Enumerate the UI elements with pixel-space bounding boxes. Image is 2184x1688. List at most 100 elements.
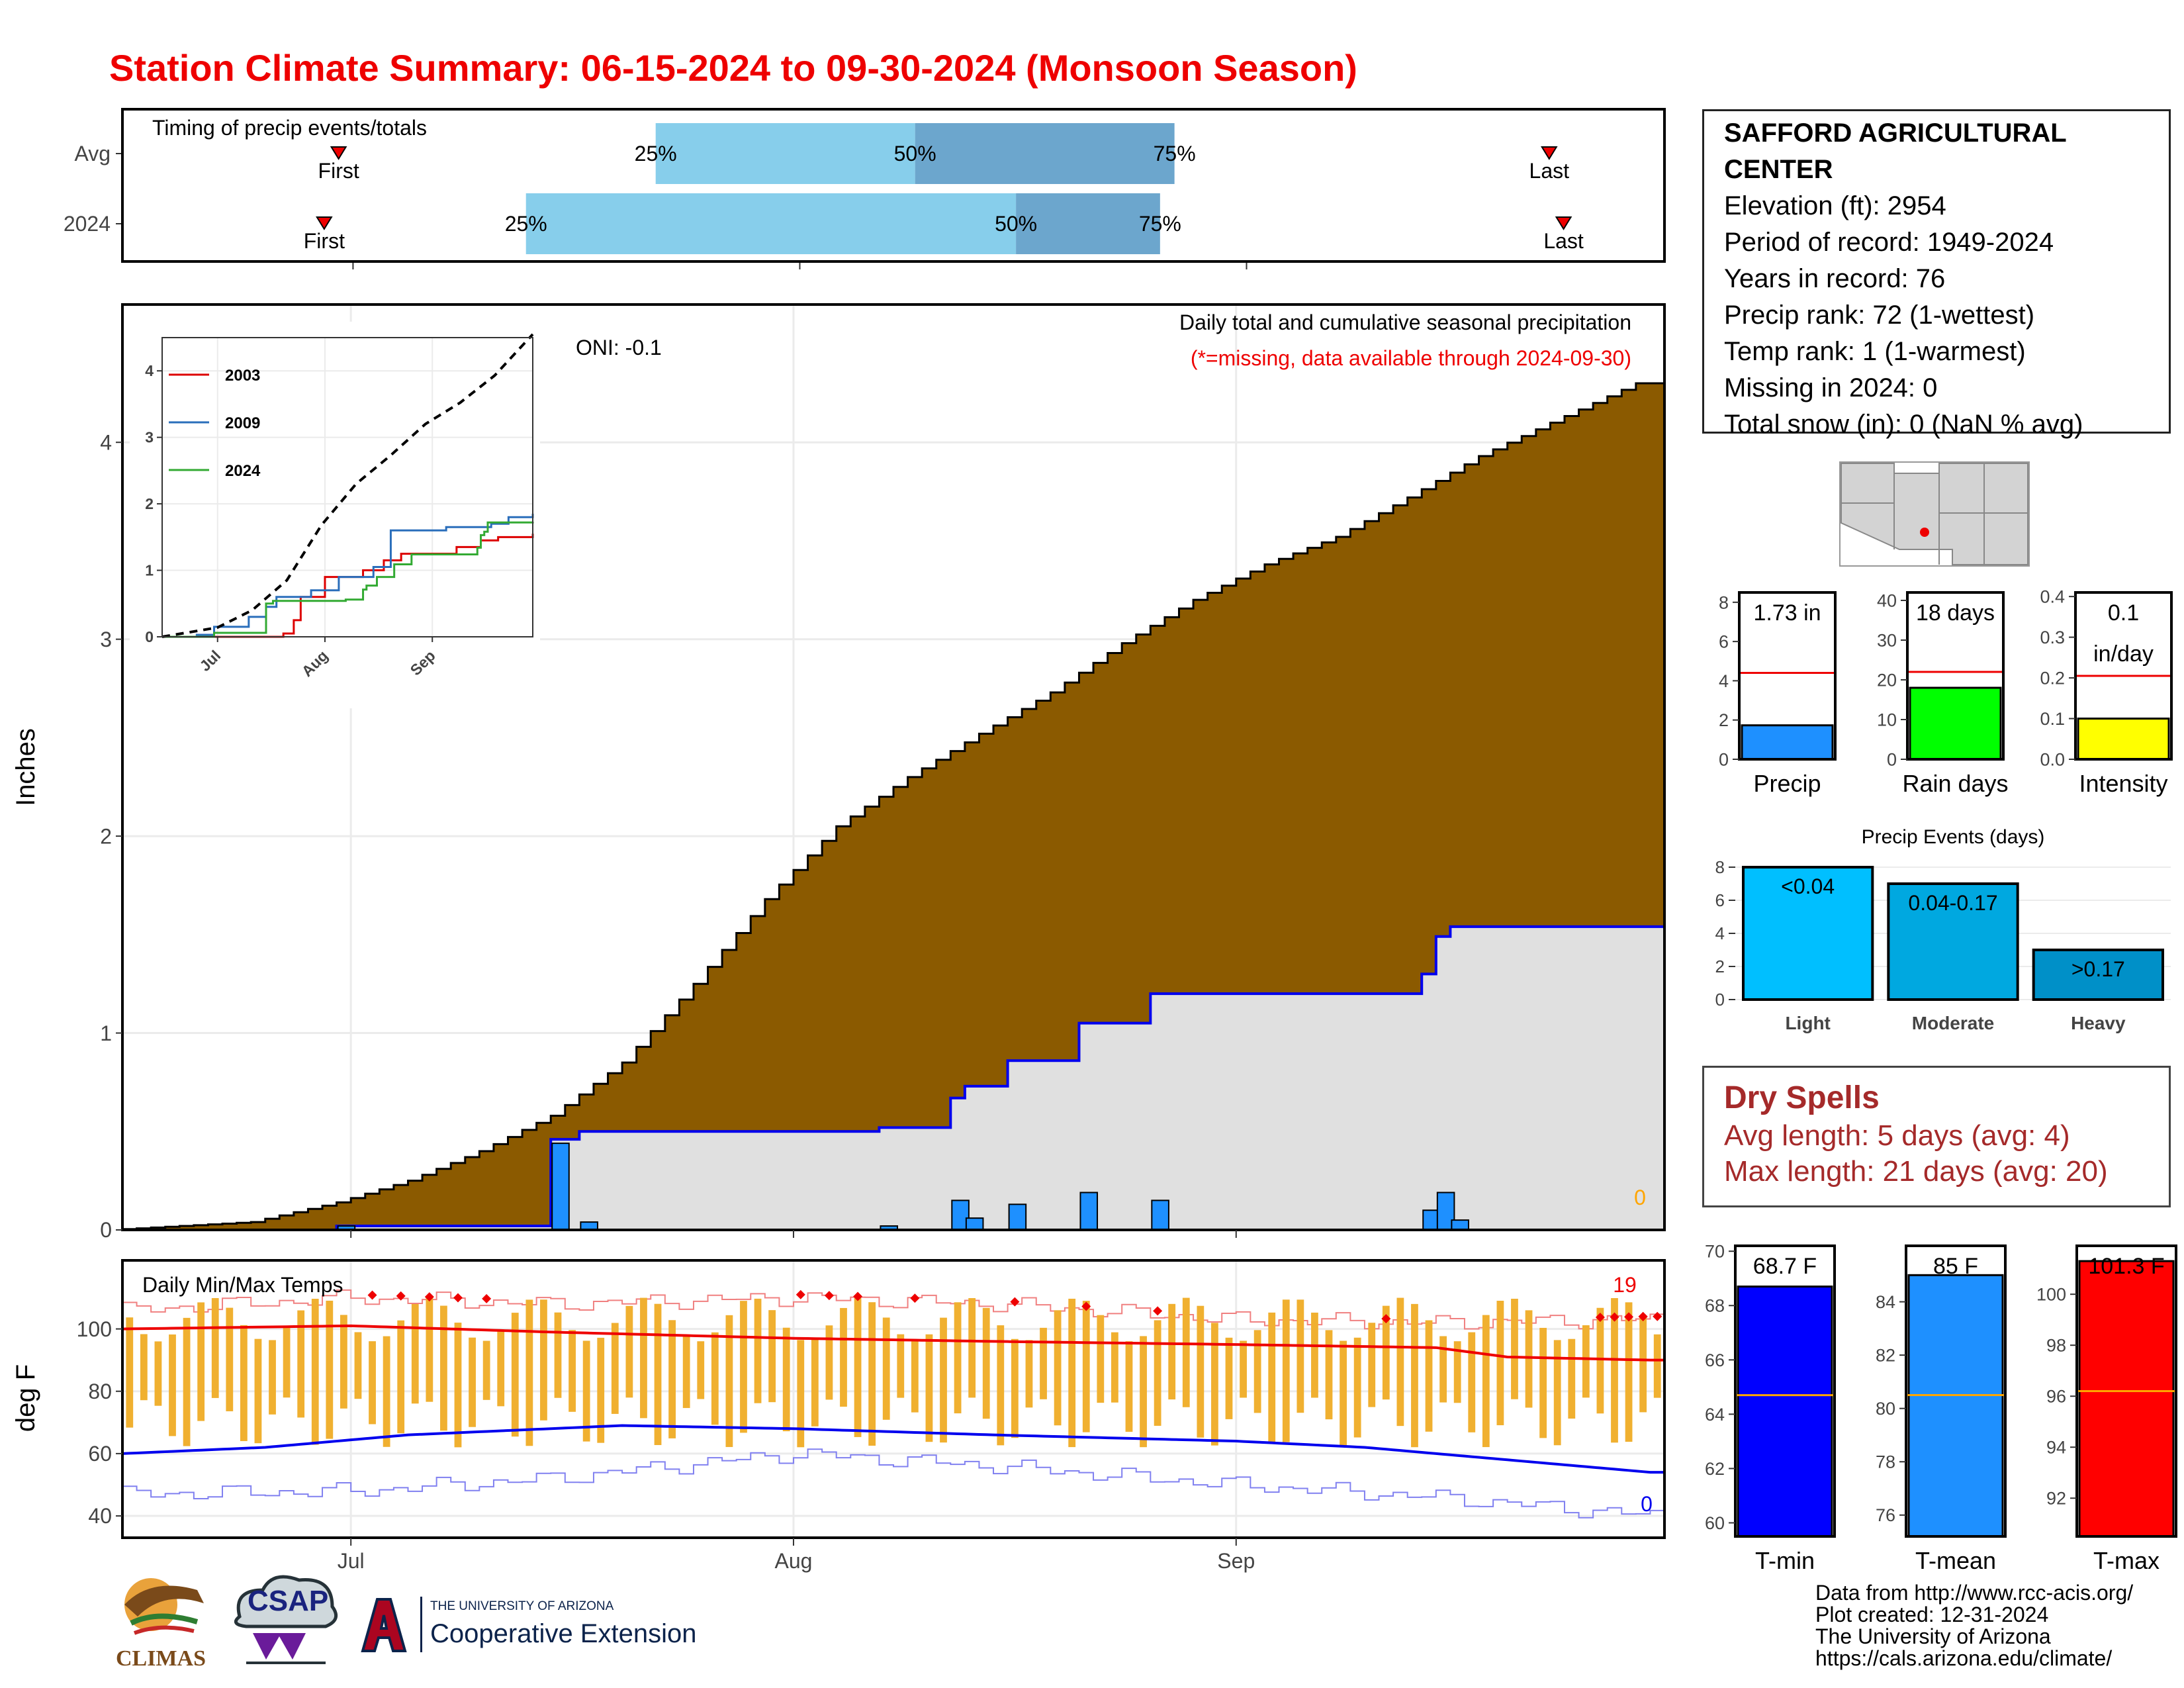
tmean_gauge-ytick-label: 80	[1876, 1399, 1895, 1419]
precip_gauge-ytick-label: 8	[1719, 592, 1729, 612]
location-map	[1839, 461, 2030, 567]
precip-ylabel: Inches	[11, 728, 40, 806]
tmean_gauge-ytick-label: 78	[1876, 1452, 1895, 1472]
temps-daily-bar	[297, 1310, 305, 1418]
temps-daily-bar	[1482, 1315, 1490, 1448]
temps-daily-bar	[782, 1327, 790, 1432]
tmax_gauge-border	[2075, 1244, 2177, 1538]
temps-daily-bar	[469, 1337, 476, 1427]
temps-daily-bar	[882, 1317, 890, 1420]
station-precip-rank: Precip rank: 72 (1-wettest)	[1724, 301, 2035, 330]
dry-spells-max: Max length: 21 days (avg: 20)	[1724, 1155, 2108, 1188]
intensity_gauge-border	[2074, 591, 2173, 761]
inset-legend-label: 2009	[225, 414, 260, 432]
timing-last-label: Last	[1543, 229, 1584, 253]
credit-university: The University of Arizona	[1815, 1624, 2051, 1648]
tmean_gauge-value-bar	[1907, 1274, 2004, 1538]
timing-first-marker	[330, 146, 347, 160]
temps-daily-bar	[226, 1307, 234, 1411]
precip-subtitle: (*=missing, data available through 2024-…	[1191, 346, 1631, 370]
temps-daily-bar	[397, 1320, 405, 1434]
timing-last-label: Last	[1529, 159, 1570, 183]
temps-daily-bar	[811, 1338, 819, 1427]
temps-daily-bar	[283, 1328, 291, 1398]
map-station-marker	[1920, 528, 1929, 537]
temps-record-high-marker	[824, 1291, 834, 1301]
inset-series-avg	[161, 333, 534, 638]
temps-daily-bar	[1639, 1317, 1647, 1413]
events-xtick-label: Moderate	[1912, 1013, 1994, 1033]
temps-daily-bar	[1396, 1297, 1404, 1427]
timing-q50-label: 50%	[894, 142, 936, 165]
precip-ytick-label: 0	[100, 1218, 112, 1242]
temps-daily-bar	[1140, 1336, 1147, 1448]
inset-ytick-label: 4	[145, 362, 154, 379]
temps-daily-bar	[1182, 1297, 1190, 1407]
precip_gauge-ytick-label: 4	[1719, 671, 1729, 691]
temps-record-high-marker	[1638, 1311, 1648, 1321]
temps-daily-bar	[340, 1315, 347, 1409]
inset-series-2003	[162, 534, 534, 638]
temps-daily-bar	[840, 1307, 847, 1407]
temps-daily-bar	[482, 1340, 490, 1400]
temps-daily-bar	[554, 1312, 562, 1398]
temps-daily-bar	[1411, 1303, 1418, 1448]
temps-daily-bar	[740, 1301, 747, 1433]
temps-daily-bar	[1040, 1327, 1047, 1399]
precip_gauge-chart: 0 2 4 6 8 1.73 in Precip	[1719, 591, 1837, 797]
precip-daily-bar	[551, 1143, 570, 1231]
temps-daily-bar	[1240, 1340, 1247, 1398]
temps-daily-bar	[1197, 1305, 1205, 1438]
intensity_gauge-ytick-label: 0.2	[2040, 669, 2065, 688]
climas-sun-icon	[124, 1578, 204, 1635]
events-bar-label: <0.04	[1781, 874, 1835, 898]
raindays_gauge-ytick-label: 10	[1877, 710, 1897, 729]
ua-cooperative-extension-logo: THE UNIVERSITY OF ARIZONA Cooperative Ex…	[357, 1595, 741, 1655]
temps-daily-bar	[369, 1341, 376, 1425]
raindays_gauge-ytick-label: 20	[1877, 670, 1897, 690]
inset-series-2024	[162, 521, 534, 638]
raindays_gauge-value-label: 18 days	[1916, 600, 1995, 626]
inset-ytick-label: 3	[145, 429, 154, 446]
raindays_gauge-ytick-label: 30	[1877, 630, 1897, 650]
temps-daily-bar	[954, 1302, 962, 1414]
precip-daily-bar	[1079, 1192, 1099, 1231]
tmean_gauge-ytick-label: 84	[1876, 1292, 1895, 1312]
temps-daily-bar	[411, 1303, 419, 1404]
temps-daily-bar	[997, 1325, 1005, 1446]
temps-daily-bar	[1054, 1310, 1062, 1426]
temps-daily-bar	[1282, 1299, 1290, 1442]
timing-q25-q50-bar	[525, 193, 1017, 254]
temps-daily-bar	[1268, 1312, 1276, 1442]
timing-q25-label: 25%	[505, 212, 547, 236]
station-elevation: Elevation (ft): 2954	[1724, 191, 1946, 220]
temps-daily-bar	[1253, 1330, 1261, 1413]
precip_gauge-ytick-label: 6	[1719, 632, 1729, 652]
temps-record-high-marker	[1610, 1312, 1619, 1322]
temps-daily-bar	[897, 1334, 905, 1398]
precip-cumulative-2024-area	[122, 926, 1664, 1230]
tmax_gauge-value-label: 101.3 F	[2088, 1254, 2164, 1279]
dry-spells-avg: Avg length: 5 days (avg: 4)	[1724, 1119, 2070, 1152]
precip-oni-label: ONI: -0.1	[576, 336, 662, 359]
temps-record-high-marker	[396, 1291, 406, 1301]
timing-q50-q75-bar	[915, 123, 1175, 184]
precip_gauge-value-bar	[1741, 724, 1834, 761]
inset-border	[161, 337, 533, 637]
temps-daily-bar	[711, 1332, 719, 1425]
csap-logo: CSAP	[226, 1570, 345, 1676]
raindays_gauge-ytick-label: 40	[1877, 590, 1897, 610]
intensity_gauge-ytick-label: 0.1	[2040, 709, 2065, 729]
raindays_gauge-chart: 0 10 20 30 40 18 days Rain days	[1877, 590, 2009, 797]
temps-daily-bar	[197, 1302, 205, 1421]
temps-ytick-label: 60	[88, 1442, 112, 1466]
temps-record-low-count: 0	[1641, 1492, 1653, 1516]
dry-spells-title: Dry Spells	[1724, 1080, 1880, 1115]
temps-daily-bar	[654, 1303, 662, 1445]
temps-daily-bar	[126, 1317, 134, 1428]
temps-daily-bar	[1068, 1298, 1076, 1448]
intensity_gauge-ytick-label: 0.4	[2040, 587, 2065, 607]
tmin_gauge-ytick-label: 66	[1705, 1350, 1725, 1370]
events-title: Precip Events (days)	[1862, 826, 2045, 848]
